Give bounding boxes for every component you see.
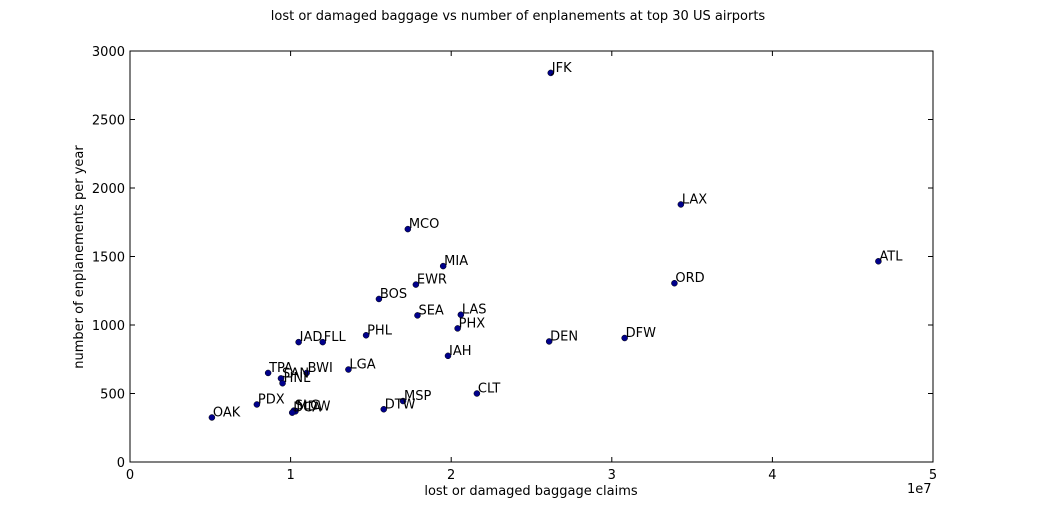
x-tick-label: 3 (608, 468, 616, 483)
x-axis-label: lost or damaged baggage claims (424, 484, 638, 499)
x-axis: 0 1 2 3 4 5 (126, 51, 937, 483)
point-label-mdw: MDW (296, 399, 330, 414)
data-point-jfk (547, 69, 555, 77)
y-axis-label: number of enplanements per year (72, 145, 87, 369)
y-tick-label: 1500 (92, 251, 125, 266)
data-point-dtw (380, 406, 387, 413)
point-label-dfw: DFW (626, 326, 656, 341)
point-label-slc: SLC (295, 399, 320, 414)
data-point-iad (295, 338, 302, 346)
y-tick-label: 500 (100, 388, 125, 403)
point-label-lax: LAX (682, 192, 707, 207)
point-label-clt: CLT (478, 382, 501, 397)
point-label-pdx: PDX (258, 392, 285, 407)
x-tick-label: 4 (768, 468, 776, 483)
point-label-mco: MCO (409, 217, 440, 232)
point-label-ewr: EWR (417, 273, 447, 288)
data-point-atl (875, 258, 882, 265)
data-point-lga (345, 366, 352, 373)
plot-frame (129, 50, 934, 463)
point-label-oak: OAK (213, 405, 241, 420)
data-point-lax (677, 201, 685, 208)
point-label-bwi: BWI (308, 361, 333, 376)
x-tick-label: 0 (126, 468, 134, 483)
data-point-phx (454, 325, 461, 332)
point-label-las: LAS (462, 303, 487, 318)
data-point-mia (439, 262, 447, 270)
y-axis: 0 500 1000 1500 2000 2500 3000 (92, 45, 933, 471)
data-point-phl (362, 332, 370, 339)
point-label-dtw: DTW (385, 397, 416, 412)
y-tick-label: 2500 (92, 114, 125, 129)
data-point-sea (414, 312, 421, 319)
x-tick-label: 1 (286, 468, 294, 483)
x-tick-label: 2 (447, 468, 455, 483)
point-label-hnl: HNL (284, 371, 312, 386)
data-point-fll (319, 338, 326, 346)
point-label-msp: MSP (404, 389, 431, 404)
data-point-pdx (253, 401, 261, 408)
data-point-las (457, 311, 465, 318)
point-label-fll: FLL (324, 330, 347, 345)
y-tick-label: 0 (117, 456, 125, 471)
point-label-san: SAN (282, 366, 309, 381)
point-label-ord: ORD (675, 271, 704, 286)
point-label-sea: SEA (418, 303, 443, 318)
data-point-msp (399, 397, 407, 405)
data-point-bwi (303, 369, 310, 377)
data-point-ewr (412, 281, 420, 288)
point-label-lga: LGA (349, 358, 375, 373)
point-label-dca: DCA (293, 401, 321, 416)
plot-border (129, 50, 934, 463)
y-tick-label: 2000 (92, 182, 125, 197)
x-axis-offset-label: 1e7 (907, 482, 932, 497)
point-label-iad: IAD (300, 330, 323, 345)
data-point-iah (444, 352, 452, 360)
data-point-bos (375, 295, 383, 303)
data-point-ord (671, 279, 678, 287)
point-label-mia: MIA (444, 254, 468, 269)
y-tick-label: 3000 (92, 45, 125, 60)
point-label-atl: ATL (879, 249, 903, 264)
chart-title: lost or damaged baggage vs number of enp… (271, 9, 766, 24)
x-tick-label: 5 (929, 468, 937, 483)
point-label-phl: PHL (367, 323, 393, 338)
y-tick-label: 1000 (92, 319, 125, 334)
data-point-mco (404, 225, 412, 233)
point-label-den: DEN (550, 329, 578, 344)
data-point-dfw (621, 334, 628, 342)
data-point-tpa (264, 369, 272, 377)
point-label-phx: PHX (459, 316, 486, 331)
point-label-bos: BOS (380, 287, 407, 302)
data-point-oak (208, 414, 216, 421)
point-label-iah: IAH (449, 344, 472, 359)
data-point-clt (473, 390, 481, 397)
data-point-hnl (279, 379, 286, 387)
data-point-dca (288, 409, 296, 416)
point-label-tpa: TPA (268, 361, 293, 376)
data-point-den (545, 338, 553, 345)
point-label-jfk: JFK (551, 61, 572, 76)
